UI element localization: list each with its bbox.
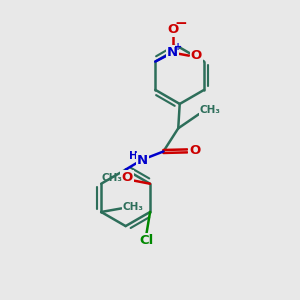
Text: +: + (174, 42, 182, 52)
Text: O: O (189, 144, 200, 158)
Text: O: O (191, 49, 202, 62)
Text: H: H (129, 151, 138, 161)
Text: N: N (167, 46, 178, 59)
Text: Cl: Cl (140, 234, 154, 247)
Text: O: O (121, 171, 133, 184)
Text: N: N (137, 154, 148, 167)
Text: −: − (175, 16, 187, 31)
Text: O: O (167, 23, 178, 36)
Text: CH₃: CH₃ (123, 202, 144, 212)
Text: CH₃: CH₃ (200, 106, 221, 116)
Text: CH₃: CH₃ (102, 173, 123, 183)
